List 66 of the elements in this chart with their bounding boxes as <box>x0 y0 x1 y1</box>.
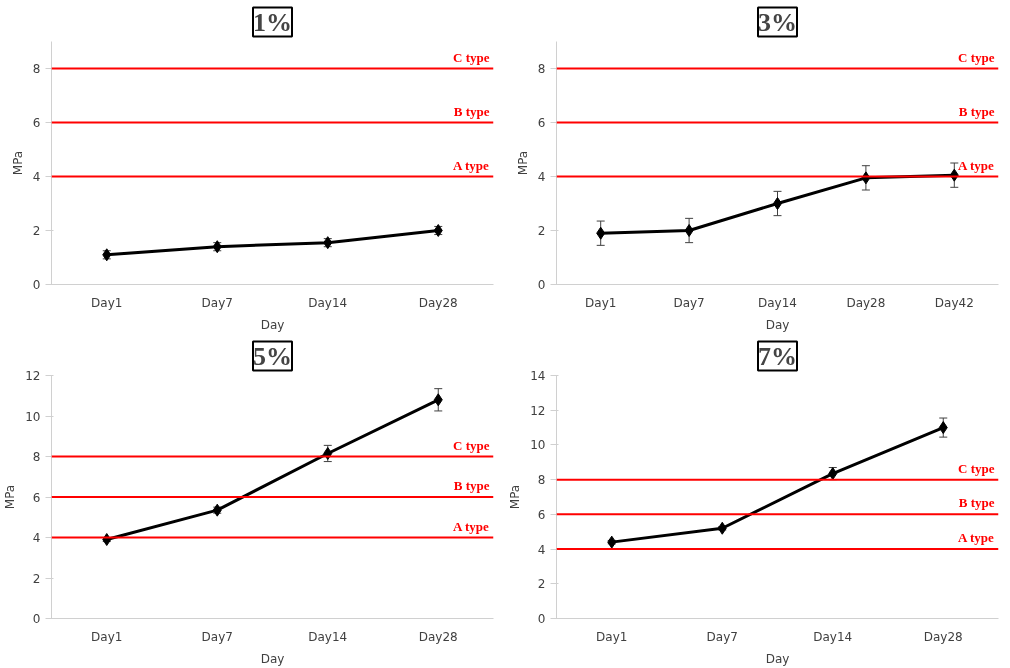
x-tick-label: Day7 <box>201 295 233 310</box>
y-tick-label: 4 <box>537 542 546 557</box>
y-axis-title: MPa <box>3 484 18 510</box>
y-tick-label: 6 <box>32 490 41 505</box>
chart-title: 7% <box>758 341 797 371</box>
x-tick-label: Day7 <box>706 629 738 644</box>
y-tick-label: 12 <box>530 403 546 418</box>
y-tick-label: 0 <box>32 278 41 292</box>
ref-line-label: C type <box>958 460 995 476</box>
ref-line-label: C type <box>958 49 995 65</box>
y-tick-label: 12 <box>25 369 41 383</box>
x-tick-label: Day7 <box>201 629 233 644</box>
y-tick-label: 4 <box>32 170 41 184</box>
chart-title: 5% <box>253 341 292 371</box>
x-tick-label: Day7 <box>673 295 705 310</box>
y-tick-label: 2 <box>537 224 546 238</box>
y-tick-label: 2 <box>32 224 41 238</box>
x-tick-label: Day28 <box>846 295 886 310</box>
y-tick-label: 6 <box>537 116 546 130</box>
ref-line-label: A type <box>453 157 490 173</box>
y-tick-label: 6 <box>537 507 546 522</box>
chart-title: 1% <box>253 7 292 37</box>
y-tick-label: 0 <box>537 278 546 292</box>
x-axis-title: Day <box>260 317 285 332</box>
x-tick-label: Day14 <box>758 295 797 310</box>
ref-line-label: C type <box>453 49 490 65</box>
x-tick-label: Day14 <box>308 295 348 310</box>
ref-line-label: A type <box>958 530 995 546</box>
x-tick-label: Day1 <box>91 295 123 310</box>
x-tick-label: Day1 <box>596 629 628 644</box>
y-tick-label: 6 <box>32 116 41 130</box>
y-tick-label: 2 <box>537 577 546 592</box>
x-tick-label: Day42 <box>934 295 974 310</box>
ref-line-label: C type <box>453 437 490 453</box>
x-axis-title: Day <box>765 317 790 332</box>
x-tick-label: Day28 <box>418 295 458 310</box>
y-axis-title: MPa <box>515 150 530 176</box>
chart-title: 3% <box>758 7 797 37</box>
ref-line-label: B type <box>453 103 490 119</box>
y-tick-label: 0 <box>537 612 546 626</box>
y-tick-label: 8 <box>32 450 41 464</box>
y-tick-label: 10 <box>25 409 41 424</box>
y-tick-label: 8 <box>537 62 546 76</box>
x-tick-label: Day28 <box>418 629 458 644</box>
ref-line-label: B type <box>958 103 995 119</box>
y-axis-title: MPa <box>10 150 25 176</box>
x-tick-label: Day1 <box>585 295 617 310</box>
ref-line-label: B type <box>958 495 995 511</box>
ref-line-label: B type <box>453 478 490 493</box>
y-tick-label: 0 <box>32 612 41 626</box>
y-tick-label: 14 <box>530 369 546 383</box>
x-tick-label: Day14 <box>308 629 348 644</box>
x-tick-label: Day14 <box>813 629 853 644</box>
x-tick-label: Day1 <box>91 629 123 644</box>
ref-line-label: A type <box>453 518 490 534</box>
y-tick-label: 2 <box>32 571 41 586</box>
y-tick-label: 8 <box>32 62 41 76</box>
ref-line-label: A type <box>958 157 995 173</box>
x-axis-title: Day <box>260 651 285 666</box>
y-tick-label: 4 <box>32 531 41 545</box>
y-tick-label: 8 <box>537 473 546 488</box>
y-tick-label: 4 <box>537 170 546 184</box>
x-tick-label: Day28 <box>923 629 963 644</box>
x-axis-title: Day <box>765 651 790 666</box>
y-tick-label: 10 <box>530 438 546 453</box>
y-axis-title: MPa <box>508 484 523 510</box>
